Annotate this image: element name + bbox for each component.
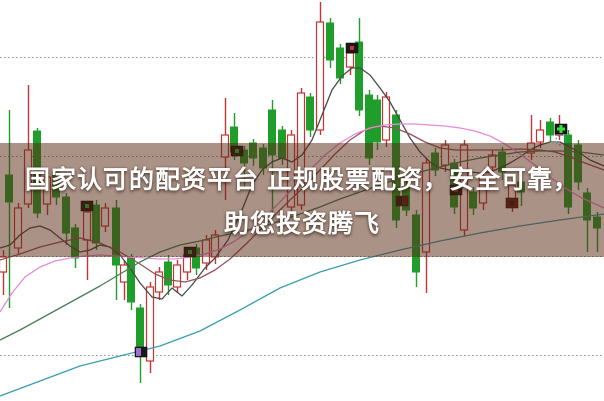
banner-text-line1: 国家认可的配资平台 正规股票配资，安全可靠， xyxy=(25,166,579,194)
banner-text-line2: 助您投资腾飞 xyxy=(223,210,380,238)
promo-overlay-banner: 国家认可的配资平台 正规股票配资，安全可靠， 助您投资腾飞 xyxy=(0,143,604,257)
